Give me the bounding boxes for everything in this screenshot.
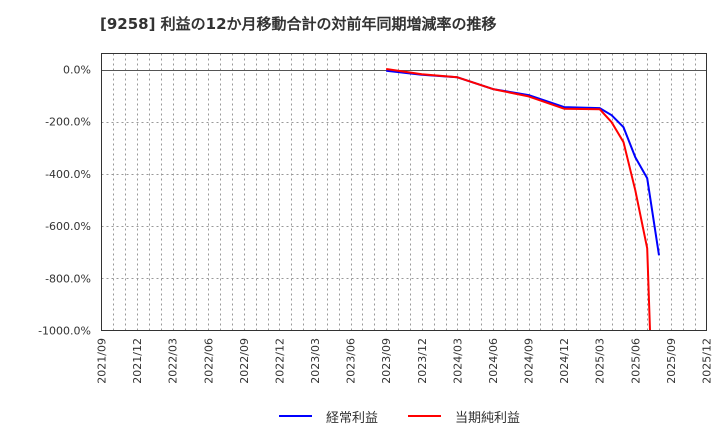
x-tick-label: 2021/12 (131, 338, 144, 384)
y-tick-label: -600.0% (45, 220, 91, 233)
legend-swatch-blue (279, 415, 312, 417)
x-tick-label: 2025/03 (594, 338, 607, 384)
x-tick-label: 2024/06 (487, 338, 500, 384)
chart-title: [9258] 利益の12か月移動合計の対前年同期増減率の推移 (100, 15, 497, 33)
legend-item-ordinary-profit: 経常利益 (279, 406, 378, 426)
series-lines (386, 68, 660, 331)
legend-swatch-red (408, 415, 441, 417)
x-tick-label: 2023/09 (380, 338, 393, 384)
legend-label: 当期純利益 (455, 410, 521, 426)
x-tick-label: 2025/09 (665, 338, 678, 384)
x-tick-label: 2024/09 (523, 338, 536, 384)
x-tick-label: 2023/12 (416, 338, 429, 384)
x-tick-label: 2025/06 (629, 338, 642, 384)
series-line-net-income (386, 68, 651, 331)
x-tick-label: 2022/06 (202, 338, 215, 384)
x-tick-label: 2022/03 (167, 338, 180, 384)
plot-frame (101, 53, 707, 331)
series-line-ordinary-profit (386, 69, 660, 256)
y-tick-label: -400.0% (45, 168, 91, 181)
x-tick-label: 2023/06 (345, 338, 358, 384)
x-axis-ticks: 2021/09 2021/12 2022/03 2022/06 2022/09 2022/… (96, 338, 714, 384)
x-tick-label: 2025/12 (701, 338, 714, 384)
legend-label: 経常利益 (326, 410, 379, 426)
y-tick-label: -200.0% (45, 116, 91, 129)
x-tick-label: 2024/03 (451, 338, 464, 384)
legend: 経常利益 当期純利益 (0, 406, 720, 426)
x-tick-label: 2022/09 (238, 338, 251, 384)
x-tick-label: 2022/12 (273, 338, 286, 384)
x-tick-label: 2023/03 (309, 338, 322, 384)
grid-lines (101, 53, 707, 331)
y-axis-ticks: 0.0% -200.0% -400.0% -600.0% -800.0% -1000.0% (38, 64, 91, 338)
y-tick-label: -1000.0% (38, 325, 91, 338)
x-tick-label: 2021/09 (96, 338, 109, 384)
legend-item-net-income: 当期純利益 (408, 406, 520, 426)
x-tick-label: 2024/12 (558, 338, 571, 384)
y-tick-label: 0.0% (63, 64, 91, 77)
y-tick-label: -800.0% (45, 272, 91, 285)
